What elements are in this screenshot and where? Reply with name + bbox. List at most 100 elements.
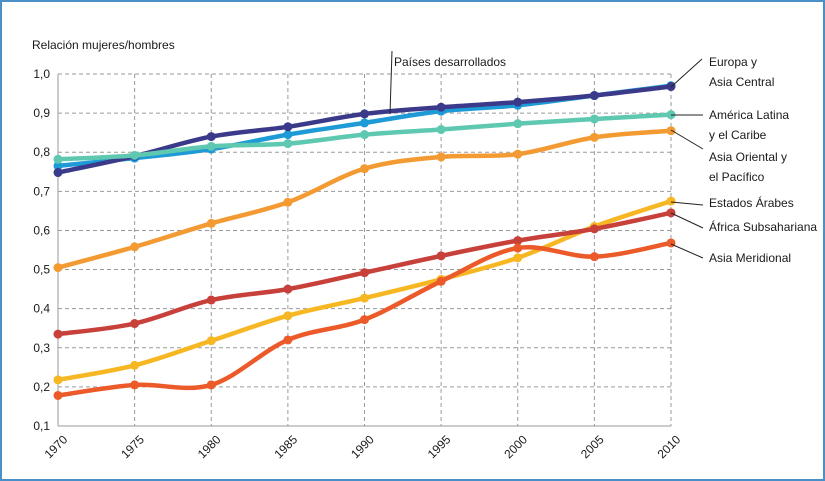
data-point bbox=[436, 125, 446, 135]
y-tick-label: 1,0 bbox=[33, 67, 50, 81]
data-point bbox=[589, 224, 599, 234]
annotation-label: Estados Árabes bbox=[709, 195, 794, 210]
data-point bbox=[283, 335, 293, 345]
annotation-label: Asia Oriental y el Pacífico bbox=[709, 150, 787, 184]
x-tick-label: 1970 bbox=[42, 432, 71, 461]
data-point bbox=[360, 118, 369, 128]
y-tick-label: 0,5 bbox=[33, 263, 50, 277]
data-point bbox=[436, 251, 446, 261]
annotations: Países desarrollados Europa y Asia Central… bbox=[389, 50, 817, 265]
x-tick-label: 1995 bbox=[425, 432, 454, 461]
x-tick-label: 1980 bbox=[195, 432, 224, 461]
leader-line bbox=[670, 201, 704, 206]
data-point bbox=[360, 315, 369, 325]
data-point bbox=[360, 164, 369, 174]
x-tick-label: 1990 bbox=[348, 432, 377, 461]
data-point bbox=[53, 154, 63, 164]
y-tick-label: 0,6 bbox=[33, 223, 50, 237]
y-tick-label: 0,8 bbox=[33, 145, 50, 159]
series-line bbox=[55, 198, 674, 383]
data-point bbox=[360, 130, 369, 140]
annotation-label: Países desarrollados bbox=[394, 55, 506, 69]
data-point bbox=[360, 293, 369, 303]
data-point bbox=[206, 141, 216, 151]
y-tick-label: 0,3 bbox=[33, 341, 50, 355]
data-point bbox=[360, 109, 369, 119]
data-point bbox=[206, 132, 216, 142]
series-group bbox=[53, 81, 676, 400]
data-point bbox=[53, 375, 63, 385]
data-point bbox=[666, 196, 676, 206]
data-point bbox=[666, 126, 676, 136]
leader-line bbox=[670, 212, 704, 229]
y-tick-labels: 1,0 0,9 0,8 0,7 0,6 0,5 0,4 0,3 0,2 0,1 bbox=[33, 67, 50, 433]
data-point bbox=[513, 243, 523, 253]
data-point bbox=[589, 252, 599, 262]
annotation-africa-subsahariana: África Subsahariana bbox=[670, 212, 817, 234]
data-point bbox=[513, 97, 523, 107]
annotation-label: América Latina y el Caribe bbox=[709, 108, 789, 142]
data-point bbox=[53, 161, 63, 171]
data-point bbox=[360, 268, 369, 278]
data-point bbox=[53, 329, 63, 339]
data-point bbox=[513, 149, 523, 159]
data-point bbox=[130, 319, 140, 329]
data-point bbox=[283, 130, 293, 140]
data-point bbox=[513, 119, 523, 129]
data-point bbox=[436, 276, 446, 286]
y-tick-label: 0,4 bbox=[33, 302, 50, 316]
data-point bbox=[130, 360, 140, 370]
leader-line bbox=[670, 58, 703, 88]
y-tick-label: 0,7 bbox=[33, 184, 50, 198]
series-africa-subsahariana bbox=[53, 208, 676, 339]
data-point bbox=[206, 295, 216, 305]
annotation-asia-oriental-y-el-pacifico: Asia Oriental y el Pacífico bbox=[670, 129, 787, 184]
data-point bbox=[283, 122, 293, 132]
y-tick-label: 0,2 bbox=[33, 380, 50, 394]
annotation-paises-desarrollados: Países desarrollados bbox=[389, 50, 506, 115]
data-point bbox=[513, 236, 523, 246]
y-tick-label: 0,9 bbox=[33, 106, 50, 120]
x-tick-label: 2010 bbox=[655, 432, 684, 461]
data-point bbox=[666, 208, 676, 218]
data-point bbox=[206, 336, 216, 346]
leader-line bbox=[670, 129, 704, 150]
data-point bbox=[206, 380, 216, 390]
x-tick-label: 1985 bbox=[271, 432, 300, 461]
series-asia-oriental-y-el-pacifico bbox=[53, 126, 676, 273]
series-america-latina-y-el-caribe bbox=[53, 110, 676, 164]
data-point bbox=[130, 242, 140, 252]
x-tick-labels: 1970 1975 1980 1985 1990 1995 2000 2005 2010 bbox=[42, 432, 684, 461]
data-point bbox=[206, 218, 216, 228]
annotation-america-latina-y-el-caribe: América Latina y el Caribe bbox=[671, 108, 789, 142]
data-point bbox=[666, 238, 676, 248]
data-point bbox=[130, 380, 140, 390]
annotation-estados-arabes: Estados Árabes bbox=[670, 195, 794, 210]
data-point bbox=[436, 152, 446, 162]
data-point bbox=[53, 168, 63, 178]
y-axis-label: Relación mujeres/hombres bbox=[32, 38, 175, 52]
data-point bbox=[283, 311, 293, 321]
leader-line bbox=[670, 243, 704, 259]
annotation-asia-meridional: Asia Meridional bbox=[670, 243, 791, 265]
x-tick-label: 2005 bbox=[578, 432, 607, 461]
data-point bbox=[589, 114, 599, 124]
leader-line bbox=[389, 50, 393, 115]
y-tick-label: 0,1 bbox=[33, 419, 50, 433]
data-point bbox=[283, 197, 293, 207]
data-point bbox=[513, 253, 523, 263]
annotation-label: Europa y Asia Central bbox=[709, 55, 774, 89]
data-point bbox=[53, 263, 63, 273]
data-point bbox=[283, 284, 293, 294]
x-tick-label: 1975 bbox=[118, 432, 147, 461]
data-point bbox=[130, 150, 140, 160]
annotation-label: África Subsahariana bbox=[709, 219, 817, 234]
annotation-label: Asia Meridional bbox=[709, 251, 791, 265]
data-point bbox=[436, 102, 446, 112]
data-point bbox=[589, 91, 599, 101]
data-point bbox=[53, 390, 63, 400]
x-tick-label: 2000 bbox=[501, 432, 530, 461]
data-point bbox=[283, 139, 293, 149]
